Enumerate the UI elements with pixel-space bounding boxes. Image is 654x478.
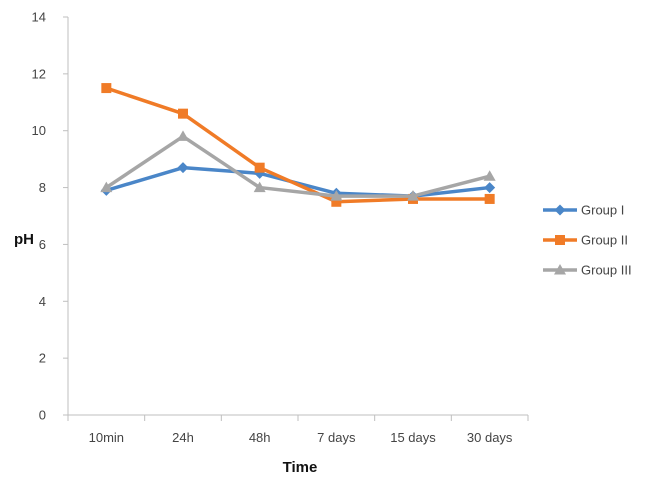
series-line	[104, 134, 492, 198]
series-2	[101, 83, 495, 207]
data-point	[484, 182, 496, 194]
y-tick-label: 8	[39, 180, 46, 195]
data-point	[330, 190, 343, 201]
x-tick-label: 48h	[249, 430, 271, 445]
series-3	[100, 130, 496, 201]
series-layer	[100, 83, 496, 207]
data-point	[100, 181, 113, 193]
legend-label: Group III	[581, 263, 632, 278]
y-tick-label: 14	[32, 10, 46, 25]
legend-label: Group I	[581, 203, 624, 218]
y-tick-label: 6	[39, 237, 46, 252]
x-tick-label: 15 days	[390, 430, 436, 445]
data-point	[177, 130, 189, 141]
y-tick-label: 12	[32, 66, 46, 81]
data-point	[407, 190, 419, 201]
legend-marker	[554, 204, 566, 216]
legend-item: Group II	[543, 233, 628, 248]
legend-marker	[555, 235, 565, 245]
y-tick-label: 10	[32, 123, 46, 138]
data-point	[331, 196, 342, 207]
y-axis-title: pH	[14, 231, 34, 248]
y-tick-label: 0	[39, 408, 46, 423]
chart-axes	[67, 17, 528, 416]
data-point	[484, 193, 495, 204]
legend-label: Group II	[581, 233, 628, 248]
data-point	[101, 83, 112, 94]
y-tick-label: 4	[39, 294, 46, 309]
x-tick-label: 30 days	[467, 430, 513, 445]
x-axis-ticks: 10min 24h 48h 7 days 15 days 30 days	[67, 415, 529, 445]
series-1	[100, 162, 496, 202]
data-point	[254, 162, 265, 173]
x-axis-title: Time	[283, 459, 318, 476]
x-tick-label: 10min	[89, 430, 124, 445]
x-tick-label: 24h	[172, 430, 194, 445]
series-line	[104, 86, 492, 204]
x-tick-label: 7 days	[317, 430, 356, 445]
data-point	[483, 170, 496, 181]
data-point	[178, 108, 188, 119]
data-point	[253, 181, 266, 193]
legend: Group I Group II Group III	[543, 203, 632, 278]
y-tick-label: 2	[39, 351, 46, 366]
legend-marker	[554, 264, 566, 275]
legend-item: Group III	[543, 263, 632, 278]
y-axis-ticks: 0 2 4 6 8 10 12 14	[32, 10, 68, 423]
legend-item: Group I	[543, 203, 624, 218]
data-point	[177, 162, 189, 174]
